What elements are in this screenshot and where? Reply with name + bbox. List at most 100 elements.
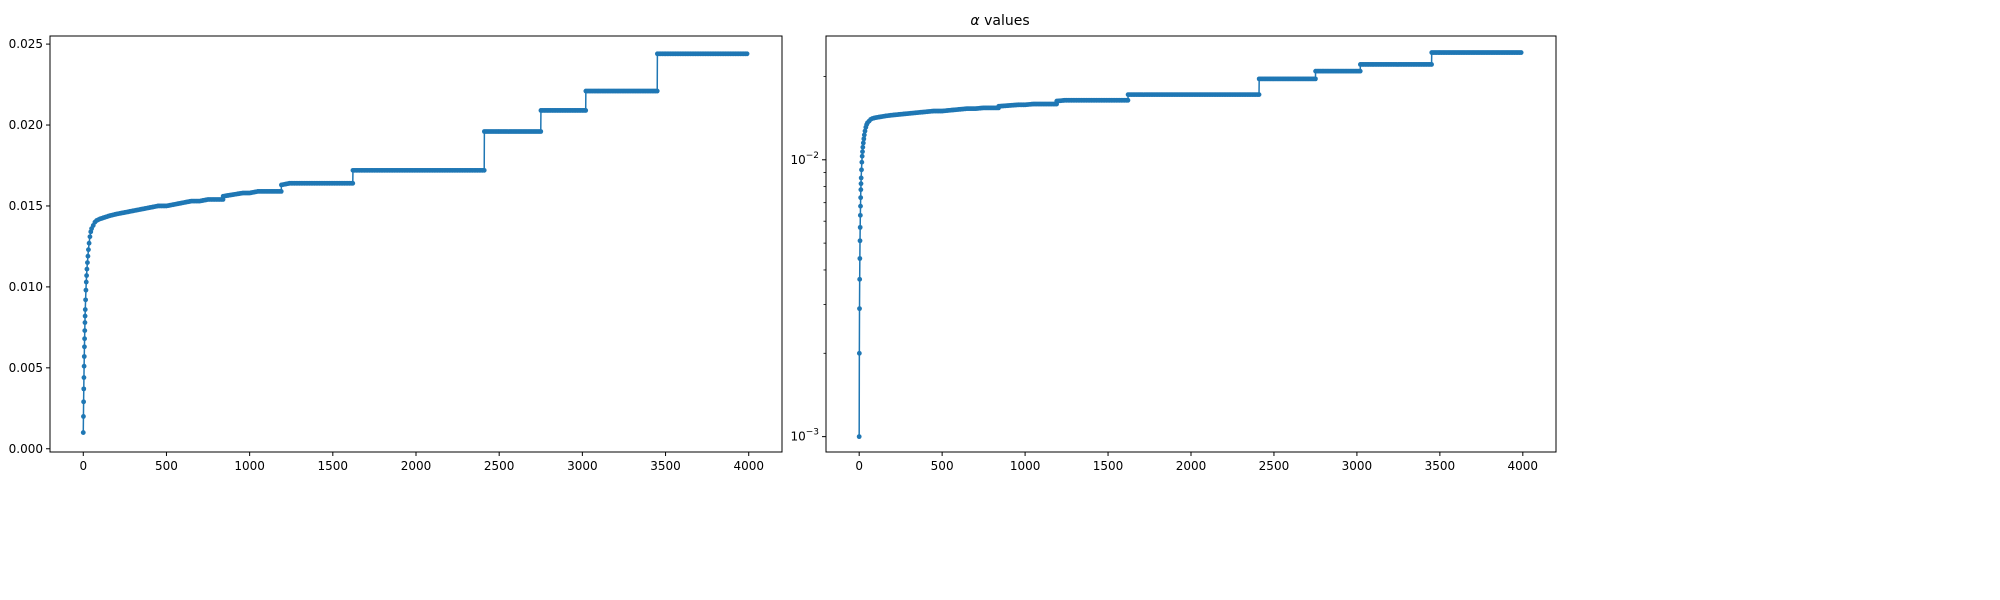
- figure-title: α values: [970, 13, 1029, 29]
- x-tick-label: 2500: [484, 459, 515, 473]
- data-point: [84, 266, 90, 272]
- data-point: [1357, 68, 1363, 74]
- x-tick-label: 3500: [1425, 459, 1456, 473]
- data-point: [857, 212, 863, 218]
- axes-frame: [825, 35, 1557, 453]
- data-point: [86, 240, 92, 246]
- data-point: [858, 181, 864, 187]
- data-point: [1518, 50, 1524, 55]
- x-tick-label: 2000: [1176, 459, 1207, 473]
- x-tick-label: 1500: [318, 459, 349, 473]
- x-tick-label: 3000: [567, 459, 598, 473]
- data-point: [82, 336, 87, 342]
- y-tick-label: 0.015: [9, 199, 43, 213]
- figure-title-text: values: [980, 13, 1030, 29]
- data-point: [84, 273, 89, 278]
- data-point: [1125, 97, 1131, 103]
- data-point: [859, 167, 864, 173]
- data-point: [1313, 76, 1318, 82]
- data-point: [861, 136, 867, 142]
- x-tick-label: 500: [931, 459, 954, 473]
- y-tick-label: 0.005: [9, 361, 43, 375]
- x-tick-label: 2000: [401, 459, 432, 473]
- data-point: [1429, 62, 1434, 67]
- y-tick-label-exponent: −3: [806, 428, 819, 438]
- x-tick-label: 0: [855, 459, 863, 473]
- x-tick-label: 500: [155, 459, 178, 473]
- x-tick-label: 1000: [234, 459, 265, 473]
- data-point: [858, 203, 863, 209]
- axes-frame: [49, 35, 783, 453]
- data-point: [861, 132, 867, 138]
- x-tick-label: 0: [79, 459, 87, 473]
- data-point: [82, 307, 88, 312]
- y-tick-label-base: 10: [790, 430, 805, 444]
- data-point: [85, 260, 90, 266]
- data-point: [860, 140, 866, 146]
- y-tick-label: 0.000: [9, 442, 43, 456]
- data-point: [481, 167, 487, 173]
- data-point: [83, 297, 88, 303]
- data-point: [86, 247, 91, 253]
- y-tick-label: 0.010: [9, 280, 43, 294]
- data-point: [82, 320, 88, 325]
- data-point: [87, 234, 93, 240]
- series-line: [82, 53, 748, 433]
- data-point: [857, 224, 863, 230]
- x-tick-label: 1500: [1093, 459, 1124, 473]
- data-point: [81, 363, 87, 369]
- y-tick-label: 10−3: [790, 428, 819, 444]
- data-point: [81, 386, 87, 392]
- data-point: [538, 129, 544, 134]
- data-point: [583, 108, 589, 113]
- x-tick-label: 4000: [733, 459, 764, 473]
- data-point: [859, 153, 865, 159]
- data-point: [278, 188, 284, 194]
- data-point: [858, 195, 864, 201]
- x-tick-label: 2500: [1259, 459, 1290, 473]
- figure-title-symbol: α: [970, 13, 980, 29]
- series-markers: [856, 50, 1524, 440]
- data-point: [858, 175, 864, 181]
- data-point: [857, 256, 863, 261]
- data-point: [856, 434, 862, 440]
- data-point: [858, 187, 864, 193]
- data-point: [81, 399, 87, 405]
- data-point: [350, 180, 356, 186]
- data-point: [860, 149, 865, 155]
- data-point: [80, 430, 86, 435]
- x-tick-label: 4000: [1508, 459, 1539, 473]
- data-point: [83, 279, 89, 285]
- data-point: [857, 238, 863, 244]
- data-point: [857, 276, 863, 282]
- y-tick-label: 10−2: [790, 151, 819, 167]
- x-tick-label: 3500: [650, 459, 681, 473]
- data-point: [744, 51, 750, 57]
- data-point: [83, 287, 89, 293]
- x-tick-label: 3000: [1342, 459, 1373, 473]
- y-tick-label-base: 10: [790, 153, 805, 167]
- y-tick-label: 0.020: [9, 118, 43, 132]
- data-point: [860, 144, 866, 150]
- y-tick-label: 0.025: [9, 37, 43, 51]
- data-point: [857, 306, 862, 312]
- y-tick-label-exponent: −2: [806, 151, 819, 161]
- data-point: [859, 159, 865, 165]
- data-point: [82, 313, 88, 319]
- data-point: [81, 375, 87, 380]
- data-point: [82, 328, 88, 333]
- data-point: [81, 354, 87, 359]
- data-point: [1256, 92, 1262, 97]
- x-tick-label: 1000: [1010, 459, 1041, 473]
- data-point: [82, 344, 87, 350]
- data-point: [856, 350, 862, 356]
- series-markers: [80, 51, 750, 435]
- data-point: [862, 128, 868, 134]
- data-point: [654, 88, 660, 94]
- data-point: [81, 413, 86, 419]
- linear-scale-plot: 0 500 1000 1500 2000 2500 3000 3500 4000 0.000 0.0…: [9, 35, 783, 473]
- data-point: [85, 253, 91, 259]
